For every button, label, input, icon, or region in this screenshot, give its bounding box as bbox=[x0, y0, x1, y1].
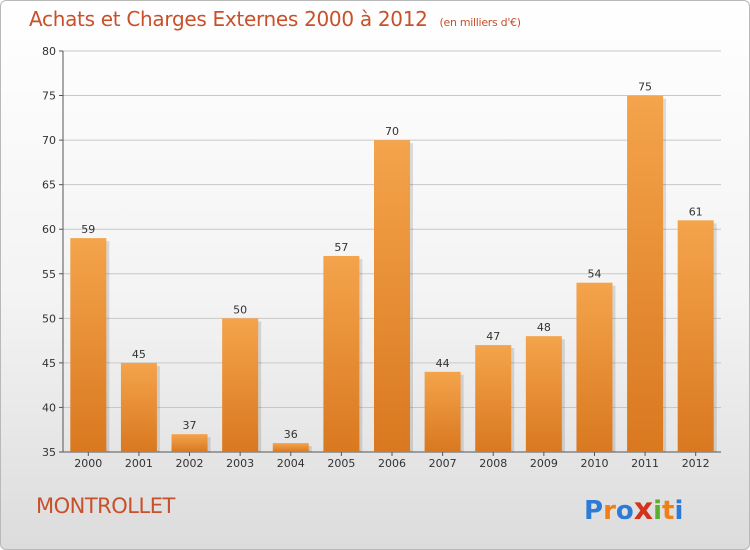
bar bbox=[424, 371, 461, 452]
data-label: 44 bbox=[436, 357, 450, 370]
bar bbox=[677, 220, 714, 452]
chart-unit: (en milliers d'€) bbox=[439, 16, 521, 29]
x-tick-label: 2004 bbox=[277, 457, 305, 470]
logo-letter: P bbox=[584, 496, 604, 526]
x-tick-label: 2009 bbox=[530, 457, 558, 470]
bar bbox=[171, 434, 208, 452]
x-tick-label: 2010 bbox=[580, 457, 608, 470]
x-tick-label: 2006 bbox=[378, 457, 406, 470]
logo-letter: r bbox=[603, 496, 616, 526]
data-label: 37 bbox=[183, 419, 197, 432]
x-tick-label: 2000 bbox=[74, 457, 102, 470]
chart-title: Achats et Charges Externes 2000 à 2012 (e… bbox=[29, 7, 521, 31]
y-tick-label: 50 bbox=[42, 312, 56, 325]
data-label: 61 bbox=[689, 205, 703, 218]
data-label: 70 bbox=[385, 125, 399, 138]
y-tick-label: 70 bbox=[42, 134, 56, 147]
data-label: 57 bbox=[334, 241, 348, 254]
x-tick-label: 2001 bbox=[125, 457, 153, 470]
data-label: 75 bbox=[638, 81, 652, 94]
x-tick-label: 2008 bbox=[479, 457, 507, 470]
logo-letter: i bbox=[674, 496, 684, 526]
bar bbox=[525, 336, 562, 452]
bar bbox=[120, 362, 157, 452]
data-label: 47 bbox=[486, 330, 500, 343]
x-tick-label: 2012 bbox=[682, 457, 710, 470]
bar bbox=[70, 238, 107, 452]
data-label: 50 bbox=[233, 303, 247, 316]
x-tick-label: 2007 bbox=[429, 457, 457, 470]
x-tick-label: 2005 bbox=[327, 457, 355, 470]
data-label: 48 bbox=[537, 321, 551, 334]
x-tick-label: 2003 bbox=[226, 457, 254, 470]
logo-letter: t bbox=[662, 496, 675, 526]
y-tick-label: 55 bbox=[42, 268, 56, 281]
bar bbox=[222, 318, 259, 452]
y-tick-label: 75 bbox=[42, 90, 56, 103]
logo-letter: x bbox=[633, 492, 654, 527]
proxiti-logo: Proxiti bbox=[584, 492, 683, 527]
bar bbox=[627, 95, 664, 453]
data-label: 36 bbox=[284, 428, 298, 441]
bar bbox=[475, 345, 512, 452]
x-tick-label: 2002 bbox=[176, 457, 204, 470]
y-tick-label: 60 bbox=[42, 223, 56, 236]
logo-letter: i bbox=[653, 496, 663, 526]
y-tick-label: 65 bbox=[42, 179, 56, 192]
bar bbox=[374, 140, 410, 452]
y-tick-label: 40 bbox=[42, 401, 56, 414]
commune-name: MONTROLLET bbox=[36, 494, 175, 518]
x-tick-label: 2011 bbox=[631, 457, 659, 470]
bar bbox=[272, 443, 309, 452]
y-tick-label: 35 bbox=[42, 446, 56, 459]
y-tick-label: 80 bbox=[42, 45, 56, 58]
y-tick-label: 45 bbox=[42, 357, 56, 370]
data-label: 59 bbox=[81, 223, 95, 236]
bar bbox=[576, 282, 613, 452]
data-label: 54 bbox=[587, 268, 601, 281]
chart-title-text: Achats et Charges Externes 2000 à 2012 bbox=[29, 7, 428, 31]
data-label: 45 bbox=[132, 348, 146, 361]
bar bbox=[323, 255, 360, 452]
logo-letter: o bbox=[615, 496, 634, 526]
